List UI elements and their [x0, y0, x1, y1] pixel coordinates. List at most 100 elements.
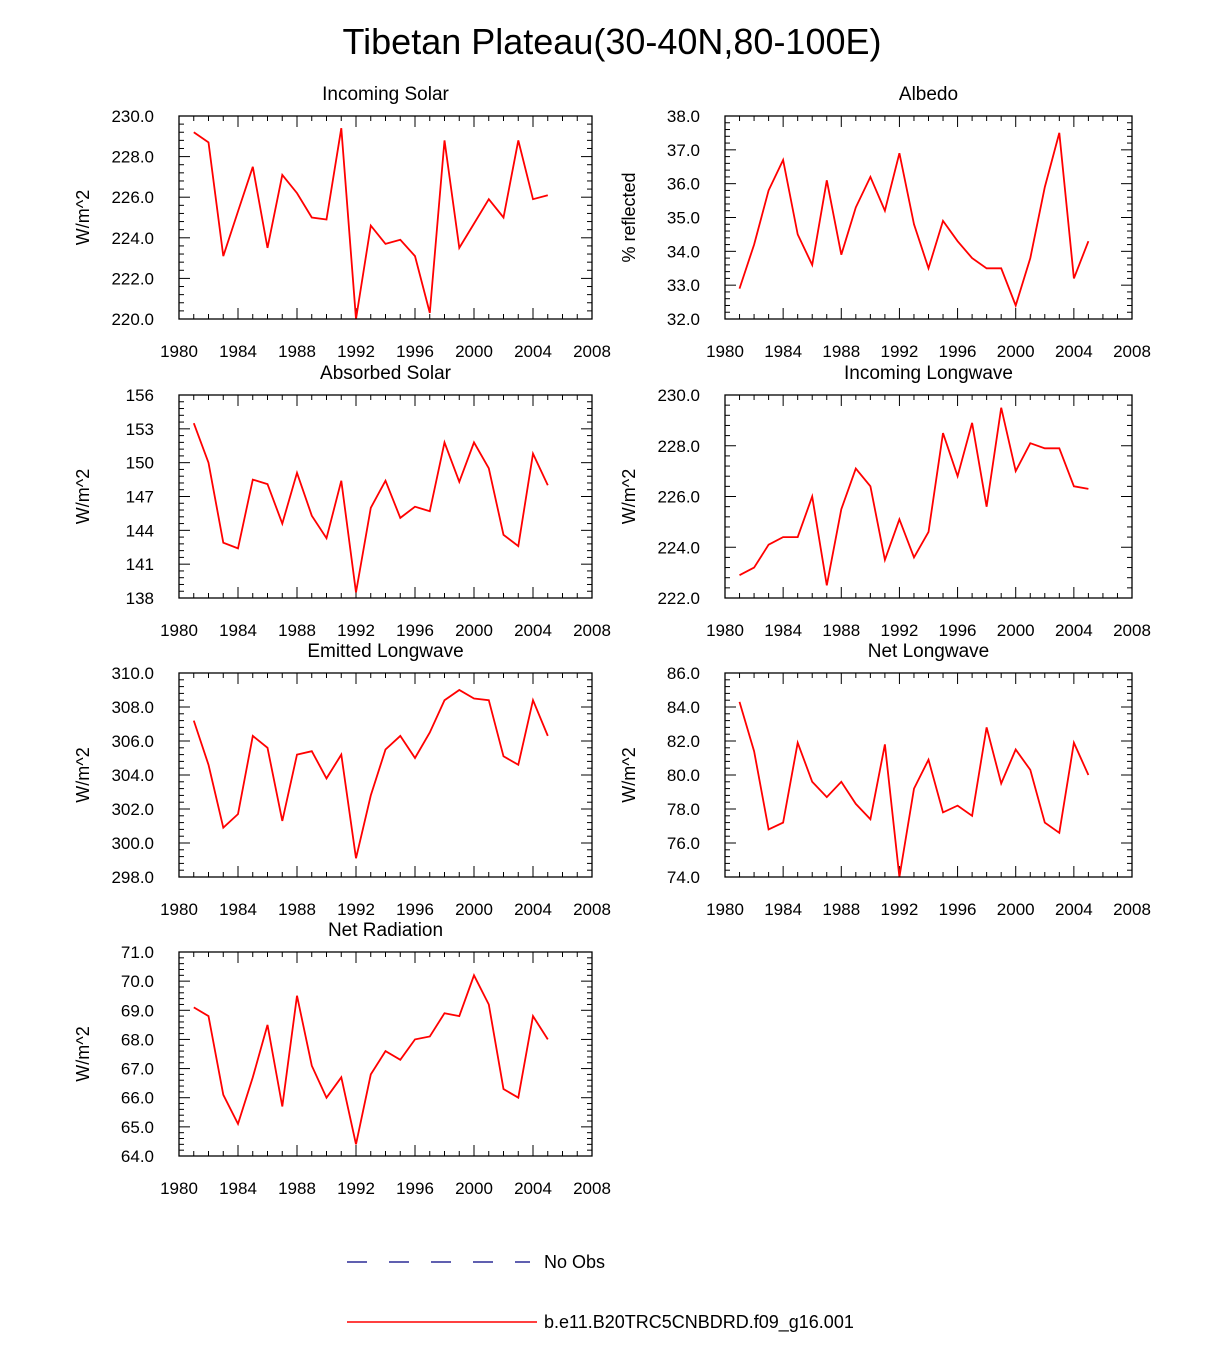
x-tick-label: 2008	[573, 621, 611, 640]
ticks-net-radiation	[178, 951, 593, 1157]
x-tick-label: 2000	[455, 900, 493, 919]
legend: No Obs b.e11.B20TRC5CNBDRD.f09_g16.001	[347, 1252, 854, 1333]
x-tick-label: 1984	[764, 342, 802, 361]
x-tick-label: 2008	[573, 342, 611, 361]
x-tick-label: 2000	[455, 342, 493, 361]
x-tick-label: 1980	[160, 342, 198, 361]
panel-net-longwave: Net Longwave W/m^2 1980 1984 1988 1992 1996 200…	[619, 641, 1151, 919]
y-tick-label: 138	[126, 589, 154, 608]
plot-frame-net-longwave	[724, 672, 1133, 878]
y-tick-label: 298.0	[111, 868, 154, 887]
x-tick-label: 1996	[396, 342, 434, 361]
y-tick-label: 300.0	[111, 834, 154, 853]
ticks-absorbed-solar	[178, 394, 593, 599]
y-tick-label: 80.0	[667, 766, 700, 785]
ticks-incoming-solar	[178, 115, 593, 320]
y-axis-label-net-radiation: W/m^2	[73, 1026, 93, 1081]
x-tick-label: 1980	[160, 900, 198, 919]
y-tick-label: 147	[126, 488, 154, 507]
series-line-absorbed-solar	[192, 422, 549, 593]
y-axis-label-incoming-solar: W/m^2	[73, 190, 93, 245]
x-tick-label: 1988	[278, 1179, 316, 1198]
y-tick-label: 36.0	[667, 175, 700, 194]
x-tick-label: 2000	[455, 621, 493, 640]
y-axis-label-absorbed-solar: W/m^2	[73, 469, 93, 524]
y-axis-label-incoming-longwave: W/m^2	[619, 469, 639, 524]
panel-title-emitted-longwave: Emitted Longwave	[307, 641, 463, 662]
y-tick-label: 34.0	[667, 242, 700, 261]
y-tick-label: 32.0	[667, 310, 700, 329]
panel-title-incoming-longwave: Incoming Longwave	[844, 363, 1013, 384]
series-line-net-radiation	[193, 973, 549, 1145]
y-tick-label: 144	[126, 521, 154, 540]
y-axis-label-emitted-longwave: W/m^2	[73, 747, 93, 802]
y-tick-label: 306.0	[111, 732, 154, 751]
figure-title: Tibetan Plateau(30-40N,80-100E)	[343, 21, 882, 62]
x-tick-label: 1980	[706, 342, 744, 361]
x-tick-label: 2004	[514, 621, 552, 640]
y-tick-label: 302.0	[111, 800, 154, 819]
y-tick-label: 230.0	[657, 386, 700, 405]
x-tick-label: 1988	[822, 342, 860, 361]
series-line-net-longwave	[738, 701, 1090, 878]
x-tick-label: 1996	[939, 621, 977, 640]
panel-net-radiation: Net Radiation W/m^2 1980 1984 1988 1992 1996 20…	[73, 920, 611, 1198]
x-tick-label: 2000	[455, 1179, 493, 1198]
series-line-incoming-solar	[193, 128, 549, 320]
x-tick-label: 1988	[278, 621, 316, 640]
legend-model-label: b.e11.B20TRC5CNBDRD.f09_g16.001	[544, 1312, 854, 1333]
y-axis-label-albedo: % reflected	[619, 172, 639, 262]
plot-frame-incoming-solar	[178, 115, 593, 320]
x-tick-label: 2000	[997, 621, 1035, 640]
x-tick-label: 1996	[396, 621, 434, 640]
panel-title-absorbed-solar: Absorbed Solar	[320, 363, 452, 384]
x-tick-label: 2000	[997, 342, 1035, 361]
series-line-albedo	[738, 132, 1090, 309]
x-tick-label: 1984	[219, 1179, 257, 1198]
y-tick-label: 71.0	[121, 943, 154, 962]
legend-no-obs-label: No Obs	[544, 1252, 605, 1272]
y-tick-label: 66.0	[121, 1089, 154, 1108]
y-tick-label: 82.0	[667, 732, 700, 751]
x-tick-label: 1992	[881, 342, 919, 361]
x-tick-label: 2008	[1113, 900, 1151, 919]
panel-albedo: Albedo % reflected 1980 1984 1988 1992 1996 200…	[619, 84, 1151, 361]
y-axis-label-net-longwave: W/m^2	[619, 747, 639, 802]
y-tick-label: 69.0	[121, 1001, 154, 1020]
x-tick-label: 2004	[514, 900, 552, 919]
y-tick-label: 310.0	[111, 664, 154, 683]
x-tick-label: 2004	[1055, 342, 1093, 361]
x-tick-label: 2008	[573, 1179, 611, 1198]
y-tick-label: 141	[126, 555, 154, 574]
x-tick-label: 1996	[396, 900, 434, 919]
plot-frame-net-radiation	[178, 951, 593, 1157]
panel-emitted-longwave: Emitted Longwave W/m^2 1980 1984 1988 1992 199…	[73, 641, 611, 919]
y-tick-label: 228.0	[111, 148, 154, 167]
y-tick-label: 38.0	[667, 107, 700, 126]
y-tick-label: 153	[126, 420, 154, 439]
y-tick-label: 150	[126, 454, 154, 473]
y-tick-label: 230.0	[111, 107, 154, 126]
y-tick-label: 78.0	[667, 800, 700, 819]
x-tick-label: 1984	[219, 621, 257, 640]
y-tick-label: 35.0	[667, 209, 700, 228]
x-tick-label: 1992	[337, 1179, 375, 1198]
plot-frame-emitted-longwave	[178, 672, 593, 878]
y-tick-label: 65.0	[121, 1118, 154, 1137]
x-tick-label: 2004	[1055, 621, 1093, 640]
y-tick-label: 64.0	[121, 1147, 154, 1166]
panel-incoming-longwave: Incoming Longwave W/m^2 1980 1984 1988 1992 19…	[619, 363, 1151, 640]
panel-title-net-radiation: Net Radiation	[328, 920, 443, 941]
x-tick-label: 1992	[337, 342, 375, 361]
ticks-incoming-longwave	[724, 394, 1133, 599]
plot-frame-incoming-longwave	[724, 394, 1133, 599]
panels: Incoming Solar W/m^2 1980 1984 1988 1992 1996 2…	[73, 84, 1151, 1198]
x-tick-label: 1996	[396, 1179, 434, 1198]
x-tick-label: 2008	[573, 900, 611, 919]
y-tick-label: 70.0	[121, 972, 154, 991]
x-tick-label: 1984	[764, 900, 802, 919]
y-tick-label: 76.0	[667, 834, 700, 853]
y-tick-label: 84.0	[667, 698, 700, 717]
x-tick-label: 1988	[278, 342, 316, 361]
